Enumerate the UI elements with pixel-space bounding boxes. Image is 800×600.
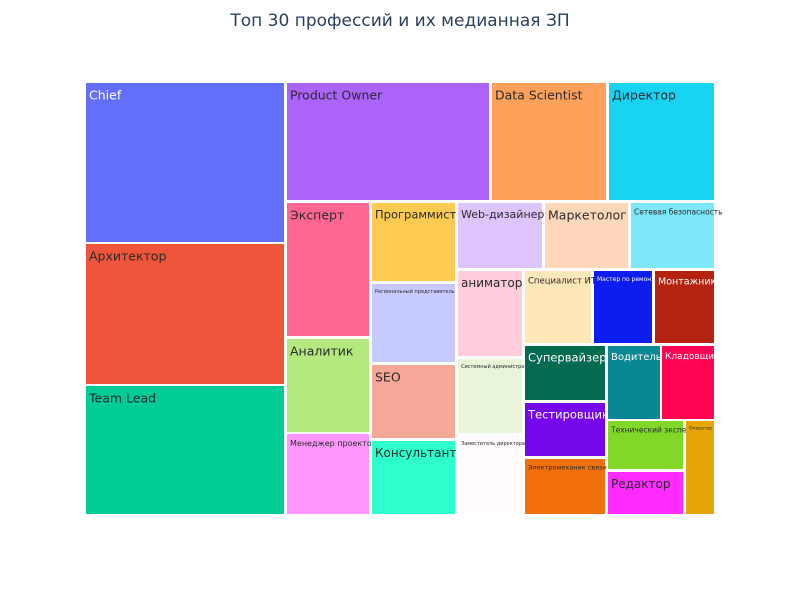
treemap-tile-17-label: аниматор — [461, 276, 522, 290]
treemap-tile-19[interactable] — [458, 436, 522, 514]
treemap-tile-4[interactable] — [287, 83, 489, 200]
treemap-tile-16-label: Сетевая безопасность — [634, 208, 723, 217]
treemap-tile-11[interactable] — [372, 284, 455, 362]
treemap-tile-12[interactable] — [372, 365, 455, 438]
treemap-tile-19-label: Заместитель директора — [461, 441, 525, 447]
treemap-tile-21-label: Мастер по ремонту — [597, 276, 659, 283]
treemap-tile-10-label: Программист — [375, 208, 457, 222]
treemap-tile-8[interactable] — [287, 339, 369, 432]
treemap-tile-23-label: Супервайзер — [528, 351, 607, 365]
treemap-tile-5[interactable] — [492, 83, 606, 200]
treemap-tile-14[interactable] — [458, 203, 542, 268]
treemap-tile-26-label: Тестировщик — [527, 408, 609, 422]
treemap-tile-3-label: Team Lead — [88, 391, 156, 406]
treemap-tile-28[interactable] — [525, 459, 605, 514]
treemap-tile-13[interactable] — [372, 441, 455, 514]
treemap-tile-29-label: Редактор — [611, 477, 670, 491]
treemap-tile-2-label: Архитектор — [89, 249, 166, 264]
treemap-tile-22-label: Монтажник — [658, 277, 717, 288]
treemap-tile-10[interactable] — [372, 203, 455, 281]
treemap-tile-22[interactable] — [655, 271, 714, 343]
treemap-tile-29[interactable] — [608, 472, 683, 514]
treemap-tile-14-label: Web-дизайнер — [461, 208, 544, 221]
treemap-tile-9[interactable] — [287, 434, 369, 514]
treemap-tile-4-label: Product Owner — [290, 88, 383, 103]
treemap-tile-15-label: Маркетолог — [548, 208, 627, 223]
treemap-tile-25[interactable] — [662, 346, 714, 419]
treemap-tile-15[interactable] — [545, 203, 628, 268]
treemap-tile-13-label: Консультант — [375, 446, 456, 460]
treemap-tile-17[interactable] — [458, 271, 522, 356]
treemap-tile-1-label: Chief — [89, 88, 122, 103]
treemap-tile-9-label: Менеджер проектов — [290, 439, 377, 448]
treemap-tile-21[interactable] — [594, 271, 652, 343]
treemap-tile-28-label: Электромеханик связи — [528, 464, 607, 472]
treemap-tile-26[interactable] — [525, 403, 605, 456]
treemap-tile-24[interactable] — [608, 346, 660, 419]
treemap-tile-27[interactable] — [608, 421, 683, 469]
treemap-tile-30-label: Оператор — [689, 426, 712, 432]
treemap-tile-24-label: Водитель — [611, 352, 662, 363]
treemap-tile-2[interactable] — [86, 244, 284, 384]
treemap-tile-27-label: Технический эксперт — [610, 426, 696, 435]
treemap-tile-30[interactable] — [686, 421, 714, 514]
treemap-tile-20[interactable] — [525, 271, 591, 343]
treemap-tile-25-label: Кладовщик — [665, 352, 720, 362]
treemap-tile-23[interactable] — [525, 346, 605, 400]
treemap-tile-6-label: Директор — [612, 88, 676, 103]
treemap-tile-8-label: Аналитик — [290, 344, 354, 359]
treemap-tile-1[interactable] — [86, 83, 284, 242]
treemap-tile-16[interactable] — [631, 203, 714, 268]
treemap-tile-11-label: Региональный представитель — [375, 288, 455, 295]
treemap-tile-18[interactable] — [458, 359, 522, 433]
treemap-tile-7-label: Эксперт — [290, 208, 344, 223]
treemap-tile-5-label: Data Scientist — [495, 88, 583, 103]
treemap-tile-3[interactable] — [86, 386, 284, 514]
chart-title: Топ 30 профессий и их медианная ЗП — [230, 11, 570, 31]
treemap-tile-12-label: SEO — [375, 370, 401, 385]
treemap-tile-20-label: Специалист ИТ — [528, 277, 597, 287]
treemap-tile-18-label: Системный администратор — [461, 363, 533, 370]
treemap-tile-7[interactable] — [287, 203, 369, 336]
treemap-tile-6[interactable] — [609, 83, 714, 200]
